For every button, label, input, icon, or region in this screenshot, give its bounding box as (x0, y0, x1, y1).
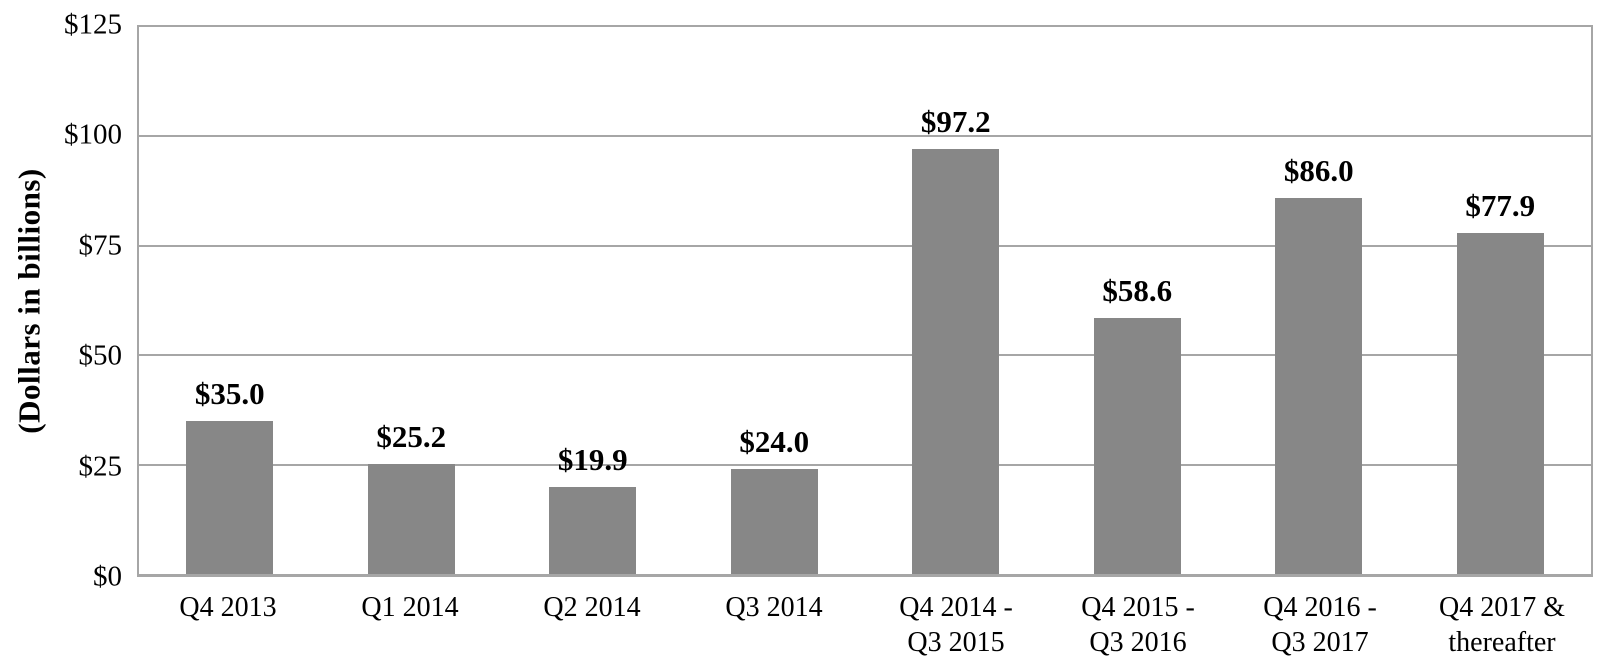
bar-slot: $25.2 (321, 27, 503, 574)
bar-slot: $24.0 (684, 27, 866, 574)
y-axis-ticks: $0 $25 $50 $75 $100 $125 (0, 9, 123, 593)
x-axis-tick-label: Q4 2014 - Q3 2015 (899, 592, 1013, 658)
plot-area: $35.0 $25.2 $19.9 $24.0 $97.2 $58.6 $86.0 $77.9 (137, 25, 1593, 577)
gridline (139, 463, 1591, 466)
gridline (139, 244, 1591, 247)
bar-value-label: $86.0 (1283, 152, 1354, 188)
bar (1456, 233, 1544, 574)
y-axis-tick-label: $125 (64, 8, 122, 41)
bar (1093, 317, 1181, 574)
bar (730, 468, 818, 574)
bar (549, 486, 637, 574)
x-axis-tick-label: Q4 2016 - Q3 2017 (1263, 592, 1377, 658)
y-axis-tick-label: $50 (78, 339, 123, 372)
y-axis-tick-label: $0 (93, 560, 122, 593)
y-axis-tick-label: $100 (64, 118, 122, 151)
bar-value-label: $77.9 (1465, 188, 1536, 224)
bar-slot: $19.9 (502, 27, 684, 574)
bar-value-label: $35.0 (194, 375, 265, 411)
bar-slot: $97.2 (865, 27, 1047, 574)
bar-slot: $35.0 (139, 27, 321, 574)
bar-slot: $77.9 (1410, 27, 1592, 574)
x-axis-tick-label: Q1 2014 (361, 592, 459, 623)
gridline (139, 354, 1591, 357)
x-axis-tick-label: Q4 2017 & thereafter (1439, 592, 1565, 658)
x-axis-labels: Q4 2013 Q1 2014 Q2 2014 Q3 2014 Q4 2014 - Q3… (137, 590, 1593, 660)
bar-value-label: $19.9 (557, 441, 628, 477)
x-axis-tick-label: Q4 2013 (179, 592, 277, 623)
gridline (139, 135, 1591, 138)
bar (1275, 197, 1363, 574)
y-axis-tick-label: $25 (78, 450, 123, 483)
bar-value-label: $25.2 (376, 418, 447, 454)
bar (367, 463, 455, 574)
y-axis-tick-label: $75 (78, 229, 123, 262)
bar-value-label: $24.0 (739, 423, 810, 459)
bar (912, 148, 1000, 574)
bar-slot: $86.0 (1228, 27, 1410, 574)
x-axis-tick-label: Q3 2014 (725, 592, 823, 623)
x-axis-tick-label: Q2 2014 (543, 592, 641, 623)
bar-slot: $58.6 (1047, 27, 1229, 574)
x-axis-tick-label: Q4 2015 - Q3 2016 (1081, 592, 1195, 658)
bar-value-label: $58.6 (1102, 272, 1173, 308)
bar-value-label: $97.2 (920, 103, 991, 139)
bar (186, 420, 274, 574)
